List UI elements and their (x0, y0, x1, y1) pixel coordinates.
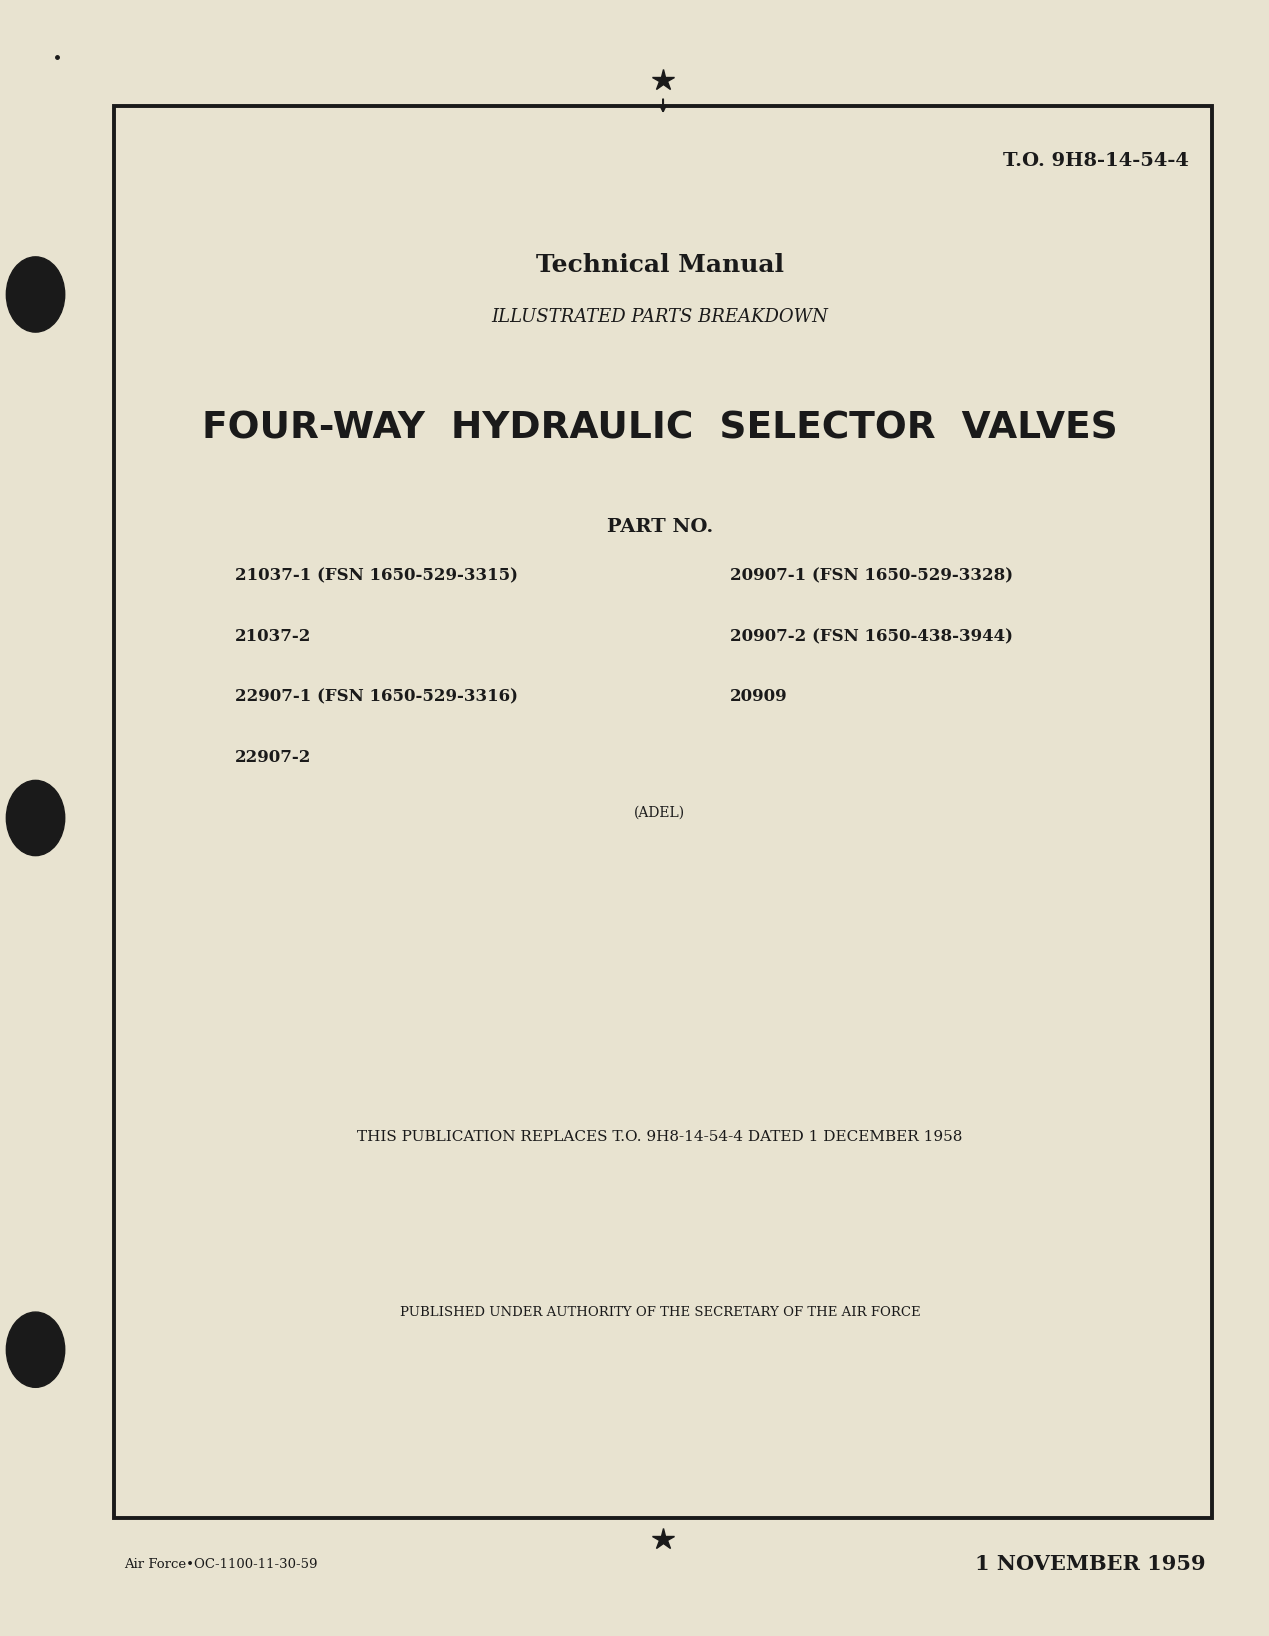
Circle shape (6, 780, 65, 856)
Text: 21037-2: 21037-2 (235, 628, 311, 645)
Text: 20907-1 (FSN 1650-529-3328): 20907-1 (FSN 1650-529-3328) (730, 568, 1013, 584)
Text: PART NO.: PART NO. (607, 517, 713, 537)
Text: 1 NOVEMBER 1959: 1 NOVEMBER 1959 (975, 1554, 1206, 1574)
Text: 21037-1 (FSN 1650-529-3315): 21037-1 (FSN 1650-529-3315) (235, 568, 518, 584)
Circle shape (6, 257, 65, 332)
Text: Technical Manual: Technical Manual (536, 254, 784, 276)
Text: ILLUSTRATED PARTS BREAKDOWN: ILLUSTRATED PARTS BREAKDOWN (491, 308, 829, 327)
Circle shape (6, 1312, 65, 1387)
Text: 22907-2: 22907-2 (235, 749, 311, 766)
Text: Air Force•OC-1100-11-30-59: Air Force•OC-1100-11-30-59 (124, 1557, 317, 1571)
Text: (ADEL): (ADEL) (634, 807, 685, 820)
Text: FOUR-WAY  HYDRAULIC  SELECTOR  VALVES: FOUR-WAY HYDRAULIC SELECTOR VALVES (202, 411, 1118, 447)
Text: T.O. 9H8-14-54-4: T.O. 9H8-14-54-4 (1004, 152, 1189, 170)
Bar (114, 106, 1212, 1518)
Text: 22907-1 (FSN 1650-529-3316): 22907-1 (FSN 1650-529-3316) (235, 689, 518, 705)
Text: PUBLISHED UNDER AUTHORITY OF THE SECRETARY OF THE AIR FORCE: PUBLISHED UNDER AUTHORITY OF THE SECRETA… (400, 1306, 920, 1319)
Text: 20907-2 (FSN 1650-438-3944): 20907-2 (FSN 1650-438-3944) (730, 628, 1013, 645)
Text: 20909: 20909 (730, 689, 787, 705)
Text: THIS PUBLICATION REPLACES T.O. 9H8-14-54-4 DATED 1 DECEMBER 1958: THIS PUBLICATION REPLACES T.O. 9H8-14-54… (357, 1130, 963, 1144)
